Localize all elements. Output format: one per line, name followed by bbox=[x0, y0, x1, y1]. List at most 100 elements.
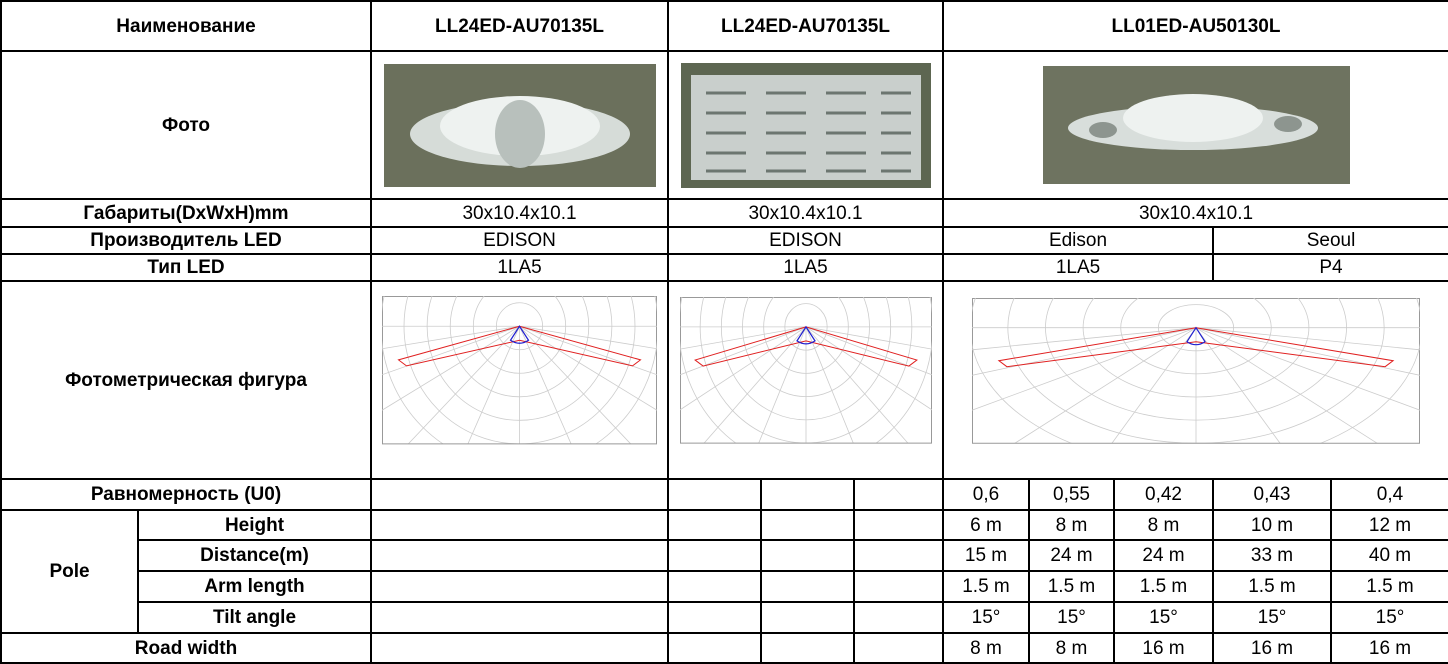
cell: 24 m bbox=[1113, 539, 1214, 572]
uniformity-row: Равномерность (U0) 0,6 0,55 0,42 0,43 0,… bbox=[0, 478, 1448, 511]
header-cell: Наименование bbox=[0, 0, 372, 52]
cell bbox=[667, 478, 762, 511]
cell bbox=[370, 601, 669, 634]
figure-shape bbox=[382, 325, 520, 411]
cell: 40 m bbox=[1329, 539, 1448, 572]
cell: 1LA5 bbox=[942, 253, 1214, 282]
cell bbox=[853, 509, 944, 541]
figure-shape bbox=[382, 325, 520, 350]
photometric-cell bbox=[370, 280, 669, 480]
led-maker-row: Производитель LED EDISON EDISON Edison S… bbox=[0, 226, 1448, 255]
row-label: Tilt angle bbox=[137, 601, 372, 634]
figure-shape bbox=[679, 326, 806, 376]
cell: 15° bbox=[1028, 601, 1115, 634]
row-label: Arm length bbox=[137, 570, 372, 603]
cell: 15° bbox=[1113, 601, 1214, 634]
figure-shape bbox=[1195, 326, 1420, 376]
photo-cell bbox=[667, 50, 944, 200]
row-label: Габариты(DxWxH)mm bbox=[0, 198, 372, 228]
cell bbox=[760, 601, 855, 634]
row-label: Distance(m) bbox=[137, 539, 372, 572]
lens-photo bbox=[383, 63, 656, 187]
dimensions-row: Габариты(DxWxH)mm 30x10.4x10.1 30x10.4x1… bbox=[0, 198, 1448, 228]
cell bbox=[667, 509, 762, 541]
road-width-row: Road width 8 m 8 m 16 m 16 m 16 m bbox=[0, 632, 1448, 664]
cell: 8 m bbox=[1028, 632, 1115, 664]
cell: EDISON bbox=[667, 226, 944, 255]
figure-shape bbox=[997, 326, 1395, 367]
figure-shape bbox=[805, 326, 932, 350]
row-label: Фото bbox=[0, 50, 372, 200]
photometric-figure bbox=[679, 297, 932, 463]
figure-shape bbox=[519, 325, 657, 350]
row-label: Height bbox=[137, 509, 372, 541]
cell: Seoul bbox=[1211, 226, 1448, 255]
photo-cell bbox=[941, 50, 1448, 200]
cell: 0,42 bbox=[1113, 478, 1214, 511]
cell: 0,55 bbox=[1028, 478, 1115, 511]
figure-shape bbox=[679, 326, 806, 350]
cell: 30x10.4x10.1 bbox=[370, 198, 669, 228]
cell: 8 m bbox=[1113, 509, 1214, 541]
cell: 0,43 bbox=[1212, 478, 1332, 511]
cell: 16 m bbox=[1113, 632, 1214, 664]
pole-row: Pole Height 6 m 8 m 8 m 10 m 12 m bbox=[0, 509, 1448, 634]
cell: 1.5 m bbox=[1212, 570, 1332, 603]
pole-row: Tilt angle 15° 15° 15° 15° 15° bbox=[1, 601, 1448, 634]
cell: 1LA5 bbox=[370, 253, 669, 282]
cell bbox=[760, 539, 855, 572]
pole-row: Distance(m) 15 m 24 m 24 m 33 m 40 m bbox=[1, 539, 1448, 572]
cell bbox=[760, 632, 855, 664]
cell bbox=[370, 539, 669, 572]
cell: 10 m bbox=[1212, 509, 1332, 541]
figure-shape bbox=[805, 326, 932, 376]
header-cell: LL24ED-AU70135L bbox=[370, 0, 669, 52]
lens-photo bbox=[1042, 66, 1350, 184]
figure-shape bbox=[397, 325, 642, 367]
cell bbox=[370, 478, 669, 511]
figure-shape bbox=[693, 326, 918, 367]
cell bbox=[853, 539, 944, 572]
cell bbox=[667, 601, 762, 634]
figure-shape bbox=[679, 326, 806, 411]
cell: 8 m bbox=[942, 632, 1030, 664]
figure-shape bbox=[1186, 326, 1206, 345]
figure-shape bbox=[805, 326, 932, 411]
cell: 15° bbox=[1329, 601, 1448, 634]
cell bbox=[853, 478, 944, 511]
photometric-row: Фотометрическая фигура bbox=[0, 280, 1448, 480]
figure-shape bbox=[795, 325, 816, 345]
cell: 16 m bbox=[1212, 632, 1332, 664]
figure-shape bbox=[382, 325, 520, 376]
figure-shape bbox=[972, 326, 1197, 350]
photometric-figure bbox=[382, 296, 657, 464]
row-label: Тип LED bbox=[0, 253, 372, 282]
row-label: Равномерность (U0) bbox=[0, 478, 372, 511]
cell bbox=[760, 570, 855, 603]
row-label: Фотометрическая фигура bbox=[0, 280, 372, 480]
cell: EDISON bbox=[370, 226, 669, 255]
cell: 6 m bbox=[942, 509, 1030, 541]
figure-shape bbox=[382, 443, 657, 464]
cell bbox=[370, 509, 669, 541]
cell: 15° bbox=[1212, 601, 1332, 634]
figure-shape bbox=[1195, 326, 1420, 350]
cell: 0,6 bbox=[942, 478, 1030, 511]
lens-photo bbox=[680, 62, 931, 188]
pole-row: Arm length 1.5 m 1.5 m 1.5 m 1.5 m 1.5 m bbox=[1, 570, 1448, 603]
cell: 1LA5 bbox=[667, 253, 944, 282]
cell: 1.5 m bbox=[1329, 570, 1448, 603]
figure-shape bbox=[972, 442, 1420, 463]
cell: 8 m bbox=[1028, 509, 1115, 541]
cell: 15° bbox=[942, 601, 1030, 634]
figure-shape bbox=[679, 443, 932, 463]
cell bbox=[853, 632, 944, 664]
row-label: Производитель LED bbox=[0, 226, 372, 255]
cell: 24 m bbox=[1028, 539, 1115, 572]
cell bbox=[853, 570, 944, 603]
cell bbox=[760, 478, 855, 511]
photo-cell bbox=[370, 50, 669, 200]
figure-shape bbox=[972, 326, 1197, 411]
cell: 1.5 m bbox=[1113, 570, 1214, 603]
photometric-cell bbox=[941, 280, 1448, 480]
